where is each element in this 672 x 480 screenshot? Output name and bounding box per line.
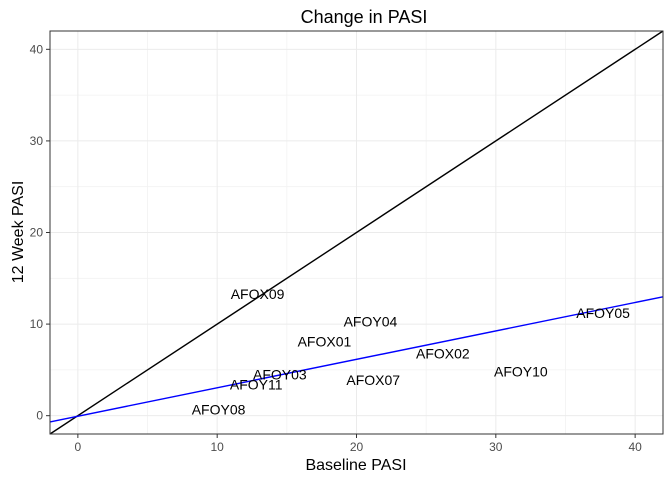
x-tick-label: 20 (350, 440, 364, 454)
point-label: AFOY03 (253, 366, 307, 382)
x-axis-ticks: 0 10 20 30 40 (75, 434, 642, 454)
identity-line (49, 30, 664, 435)
point-label: AFOX02 (416, 345, 470, 361)
x-tick-label: 10 (211, 440, 225, 454)
x-tick-label: 30 (489, 440, 503, 454)
fit-line (49, 296, 664, 423)
x-tick-label: 40 (628, 440, 642, 454)
point-label: AFOY10 (494, 364, 548, 380)
reference-lines (49, 30, 664, 435)
x-tick-label: 0 (75, 440, 82, 454)
chart-title: Change in PASI (301, 7, 428, 27)
y-tick-label: 40 (30, 42, 44, 56)
y-axis-ticks: 0 10 20 30 40 (30, 42, 50, 423)
point-label: AFOX01 (298, 333, 352, 349)
x-axis-title: Baseline PASI (305, 457, 406, 474)
point-label: AFOY08 (192, 401, 246, 417)
point-label: AFOX07 (346, 372, 400, 388)
point-label: AFOY04 (344, 313, 398, 329)
point-label: AFOY05 (576, 305, 630, 321)
y-tick-label: 20 (30, 226, 44, 240)
y-tick-label: 0 (36, 409, 43, 423)
point-label: AFOX09 (231, 286, 285, 302)
point-label: AFOY11 (230, 377, 283, 393)
y-tick-label: 30 (30, 134, 44, 148)
y-axis-title: 12 Week PASI (10, 181, 27, 284)
y-tick-label: 10 (30, 317, 44, 331)
major-gridlines (50, 31, 663, 434)
